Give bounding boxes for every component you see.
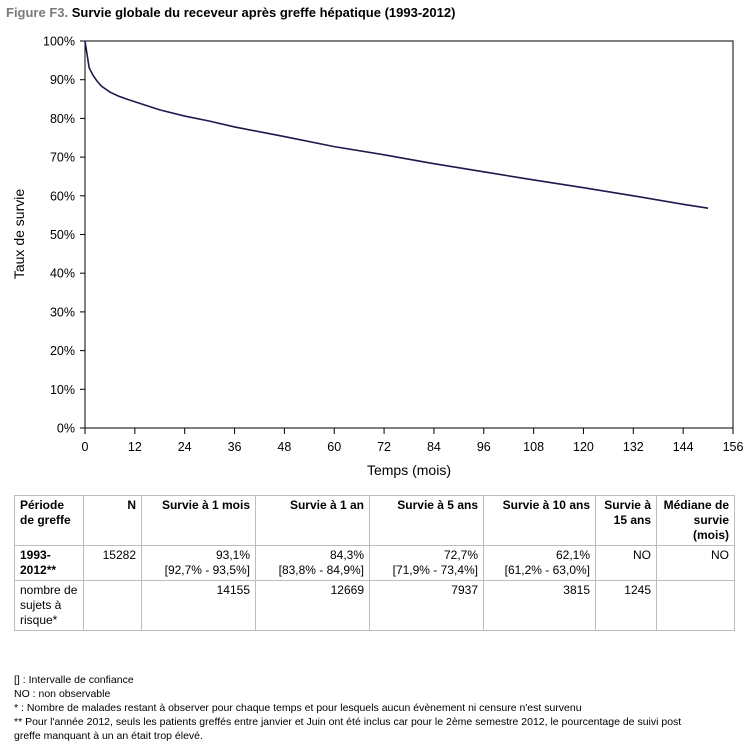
x-tick-label: 132 [623,440,644,454]
x-tick-label: 36 [228,440,242,454]
figure-title-text: Survie globale du receveur après greffe … [71,5,456,20]
footnote: [] : Intervalle de confiance [14,674,134,686]
x-tick-label: 84 [427,440,441,454]
footnote: * : Nombre de malades restant à observer… [14,702,582,714]
survival-chart: 0% 10% 20% 30% 40% 50% 60% 70% 80% 90% 100% 0 12 24 3… [11,35,744,479]
cell-n [83,580,142,631]
x-tick-label: 72 [377,440,391,454]
cell-value: 93,1% [215,548,250,562]
table-row: nombre de sujets à risque* 14155 12669 7… [14,580,735,631]
header-periode: Période de greffe [14,495,84,546]
cell-survie-1-an: 84,3% [83,8% - 84,9%] [255,545,370,581]
header-survie-1-mois: Survie à 1 mois [141,495,256,546]
cell-ci: [71,9% - 73,4%] [392,563,478,577]
x-tick-label: 156 [723,440,744,454]
footnote: ** Pour l'année 2012, seuls les patients… [14,716,682,728]
y-tick-label: 80% [50,112,75,126]
header-survie-15-ans: Survie à 15 ans [595,495,657,546]
header-survie-5-ans: Survie à 5 ans [369,495,484,546]
x-tick-label: 144 [673,440,694,454]
cell-value: 72,7% [443,548,478,562]
survival-curve [84,40,709,209]
header-survie-1-an: Survie à 1 an [255,495,370,546]
cell-ci: [61,2% - 63,0%] [504,563,590,577]
x-tick-label: 120 [573,440,594,454]
figure-title: Figure F3. Survie globale du receveur ap… [6,5,455,20]
row-label-periode: 1993-2012** [14,545,84,581]
plot-frame [84,40,734,429]
cell-survie-5-ans: 72,7% [71,9% - 73,4%] [369,545,484,581]
y-tick-label: 100% [43,35,75,49]
x-axis: 0 12 24 36 48 60 72 84 96 108 120 132 144 156 [82,428,744,454]
survival-table: Période de greffe N Survie à 1 mois Surv… [14,495,735,631]
y-tick-label: 20% [50,344,75,358]
x-tick-label: 48 [277,440,291,454]
cell-value: 62,1% [555,548,590,562]
header-survie-10-ans: Survie à 10 ans [483,495,596,546]
cell-risque-15-ans: 1245 [595,580,657,631]
footnote: greffe manquant à un an était trop élevé… [14,730,203,742]
figure-number: Figure F3. [6,5,69,20]
row-label-sujets-a-risque: nombre de sujets à risque* [14,580,84,631]
footnote: NO : non observable [14,688,111,700]
x-tick-label: 24 [178,440,192,454]
y-tick-label: 50% [50,228,75,242]
y-tick-label: 60% [50,189,75,203]
x-tick-label: 96 [477,440,491,454]
y-tick-label: 10% [50,383,75,397]
x-tick-label: 60 [327,440,341,454]
y-tick-label: 70% [50,151,75,165]
x-tick-label: 0 [82,440,89,454]
x-tick-label: 108 [523,440,544,454]
cell-value: 84,3% [329,548,364,562]
cell-risque-1-an: 12669 [255,580,370,631]
cell-survie-15-ans: NO [595,545,657,581]
header-mediane: Médiane de survie (mois) [656,495,735,546]
cell-survie-10-ans: 62,1% [61,2% - 63,0%] [483,545,596,581]
y-tick-label: 0% [57,422,75,436]
y-tick-label: 40% [50,267,75,281]
cell-mediane [656,580,735,631]
x-axis-label: Temps (mois) [367,462,451,478]
table-header-row: Période de greffe N Survie à 1 mois Surv… [14,495,735,546]
header-n: N [83,495,142,546]
cell-ci: [83,8% - 84,9%] [278,563,364,577]
cell-risque-10-ans: 3815 [483,580,596,631]
footnotes: [] : Intervalle de confiance NO : non ob… [14,673,734,743]
y-axis: 0% 10% 20% 30% 40% 50% 60% 70% 80% 90% 100% [43,35,85,436]
y-tick-label: 30% [50,305,75,319]
cell-risque-1-mois: 14155 [141,580,256,631]
y-axis-label: Taux de survie [11,189,27,279]
y-tick-label: 90% [50,73,75,87]
cell-ci: [92,7% - 93,5%] [164,563,250,577]
cell-survie-1-mois: 93,1% [92,7% - 93,5%] [141,545,256,581]
x-tick-label: 12 [128,440,142,454]
cell-mediane: NO [656,545,735,581]
cell-n: 15282 [83,545,142,581]
table-row: 1993-2012** 15282 93,1% [92,7% - 93,5%] … [14,545,735,581]
cell-risque-5-ans: 7937 [369,580,484,631]
